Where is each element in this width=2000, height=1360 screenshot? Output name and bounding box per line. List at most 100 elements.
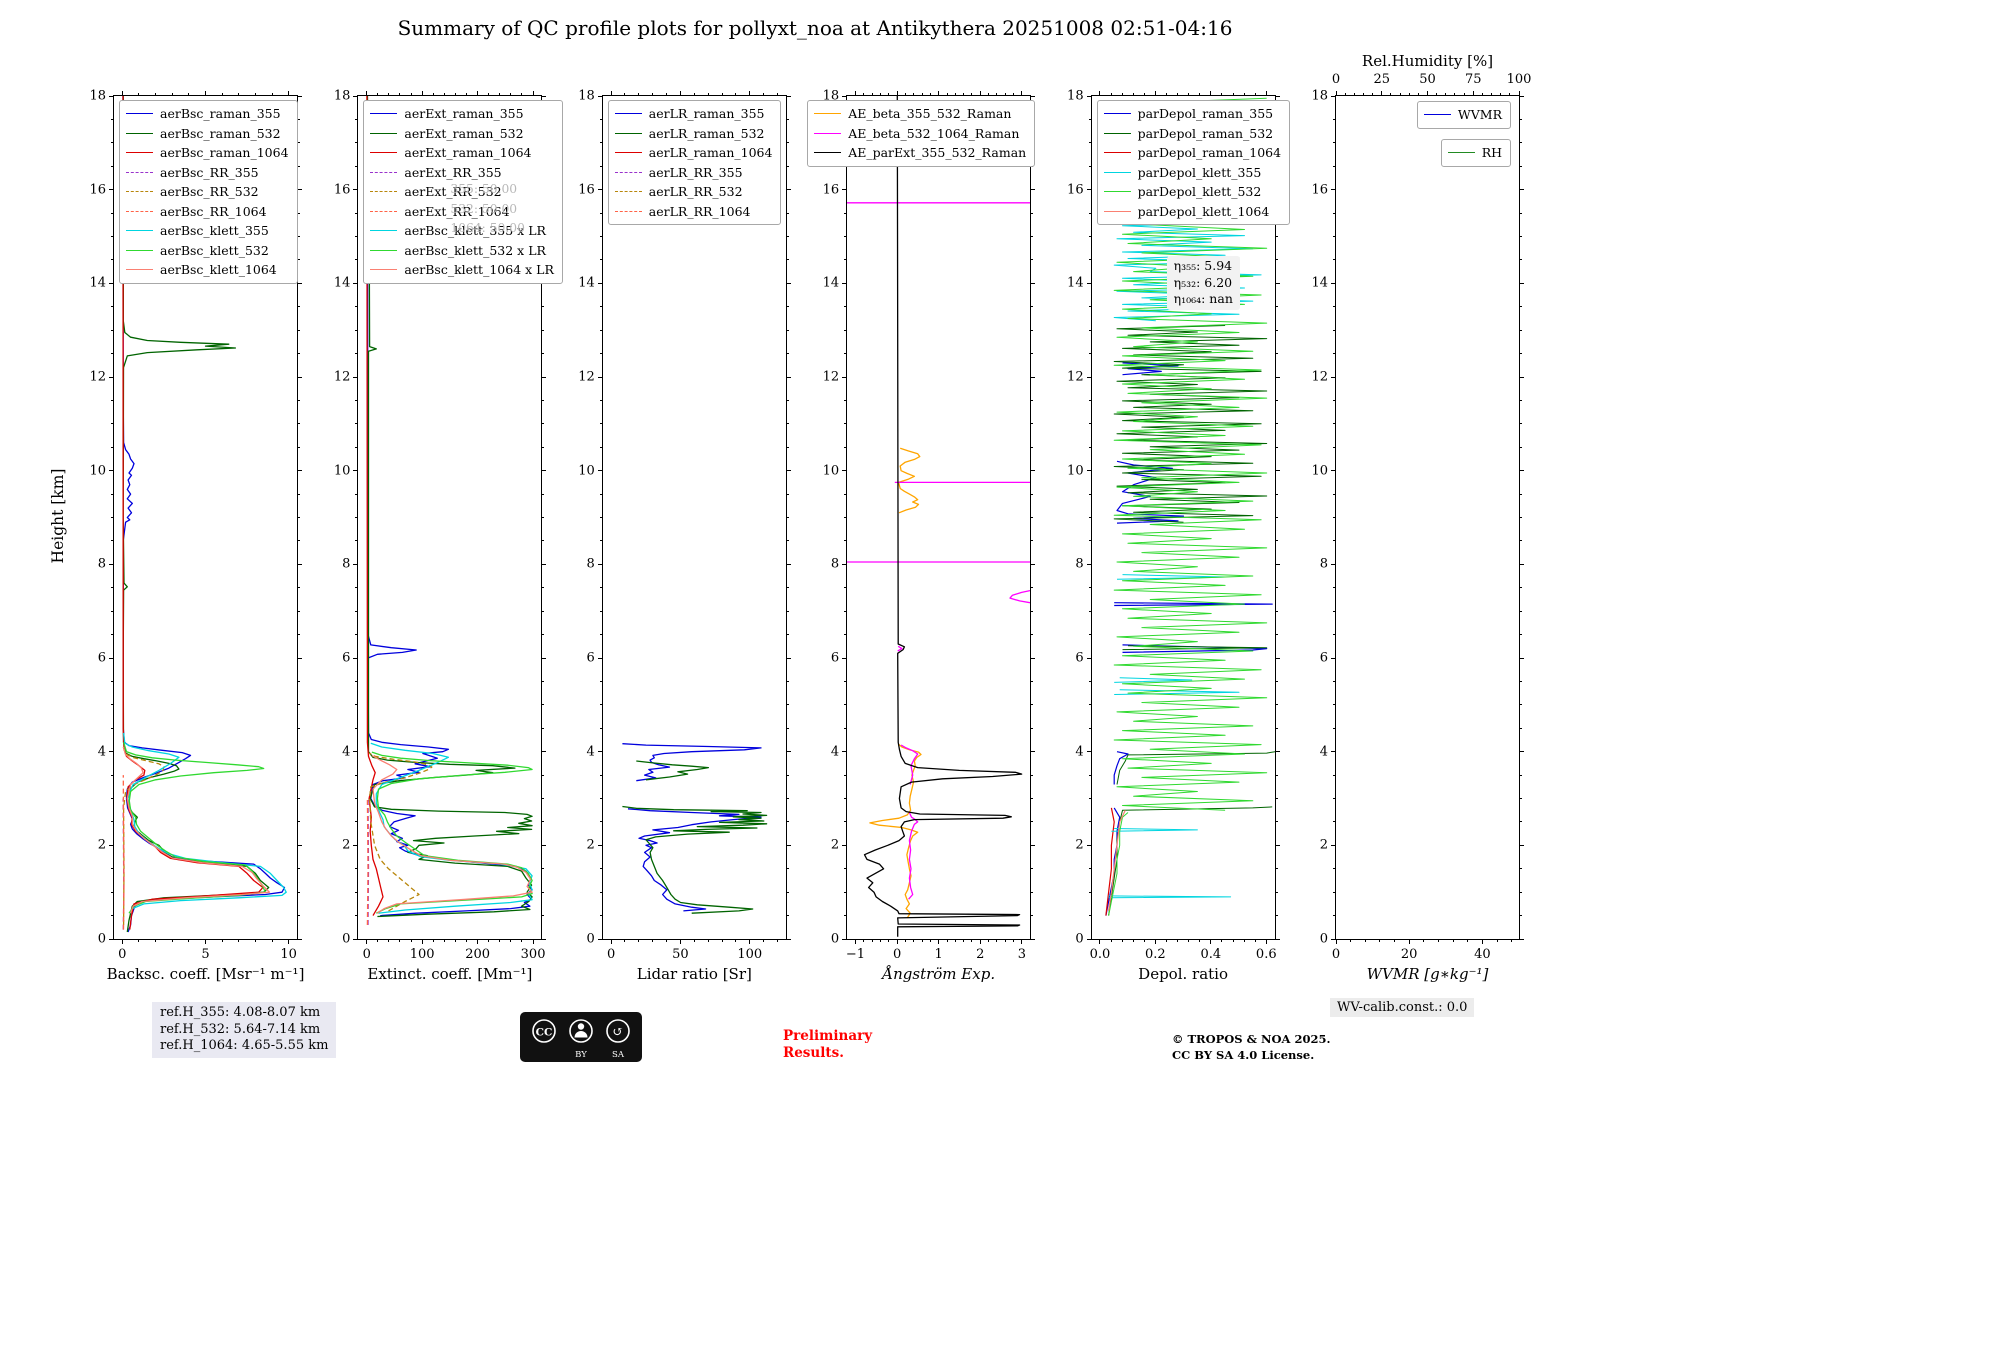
tick-mark bbox=[1030, 95, 1036, 97]
tick-mark bbox=[763, 93, 765, 96]
legend-entry: parDepol_klett_355 bbox=[1103, 163, 1281, 183]
series-aerBsc_klett_532 bbox=[122, 742, 267, 914]
tick-mark bbox=[996, 939, 998, 942]
series-parDepol_raman_532 bbox=[1107, 806, 1272, 916]
legend-angstroem: AE_beta_355_532_Raman AE_beta_532_1064_Ra… bbox=[807, 100, 1036, 167]
tick-mark bbox=[1004, 939, 1006, 942]
y-tick-label: 2 bbox=[342, 837, 351, 853]
legend-label: aerExt_raman_532 bbox=[404, 125, 524, 141]
annotation: η₃₅₅: 5.94 η₅₃₂: 6.20 η₁₀₆₄: nan bbox=[1166, 256, 1240, 310]
tick-mark bbox=[597, 938, 603, 940]
tick-mark bbox=[652, 939, 654, 942]
legend-label: aerExt_RR_355 bbox=[404, 164, 502, 180]
y-tick-label: 10 bbox=[822, 463, 840, 479]
tick-mark bbox=[111, 446, 114, 448]
tick-mark bbox=[188, 939, 190, 942]
tick-mark bbox=[1177, 939, 1179, 942]
tick-mark bbox=[785, 142, 789, 144]
tick-mark bbox=[1511, 939, 1513, 942]
legend-label: aerBsc_RR_355 bbox=[160, 164, 259, 180]
tick-mark bbox=[355, 704, 359, 706]
tick-mark bbox=[410, 939, 412, 942]
tick-mark bbox=[721, 939, 723, 942]
tick-mark bbox=[1496, 939, 1498, 942]
tick-mark bbox=[1030, 915, 1034, 917]
y-tick-label: 16 bbox=[89, 182, 106, 198]
tick-mark bbox=[1333, 727, 1336, 729]
tick-mark bbox=[1088, 399, 1092, 401]
tick-mark bbox=[1021, 91, 1023, 96]
legend-line-sample bbox=[370, 269, 398, 271]
tick-mark bbox=[785, 704, 789, 706]
legend-line-sample bbox=[614, 171, 642, 173]
tick-mark bbox=[1333, 540, 1336, 542]
tick-mark bbox=[355, 540, 359, 542]
y-tick-label: 6 bbox=[342, 650, 351, 666]
series-aerBsc_klett_1064 x LR bbox=[371, 754, 534, 914]
tick-mark bbox=[599, 891, 603, 893]
tick-mark bbox=[111, 259, 114, 261]
legend-wvmr: RH bbox=[1440, 139, 1511, 167]
legend-line-sample bbox=[370, 191, 398, 193]
series-parDepol_raman_355 bbox=[1104, 807, 1120, 916]
top-tick-label: 50 bbox=[1419, 72, 1436, 87]
legend-entry: parDepol_klett_1064 bbox=[1103, 202, 1281, 222]
tick-mark bbox=[1519, 938, 1524, 940]
tick-mark bbox=[1088, 212, 1092, 214]
y-tick-label: 8 bbox=[1075, 556, 1084, 572]
tick-mark bbox=[1408, 939, 1410, 944]
legend-entry: aerExt_RR_1064 bbox=[370, 202, 553, 222]
tick-mark bbox=[679, 939, 681, 944]
tick-mark bbox=[624, 939, 626, 942]
series-aerBsc_raman_355 bbox=[122, 96, 286, 933]
tick-mark bbox=[1519, 165, 1522, 167]
tick-mark bbox=[297, 657, 302, 659]
tick-mark bbox=[1210, 91, 1212, 96]
legend-line-sample bbox=[1103, 132, 1131, 134]
tick-mark bbox=[297, 259, 300, 261]
tick-mark bbox=[1333, 212, 1336, 214]
legend-entry: parDepol_raman_355 bbox=[1103, 104, 1281, 124]
y-tick-label: 8 bbox=[97, 556, 106, 572]
tick-mark bbox=[1254, 93, 1256, 96]
tick-mark bbox=[355, 891, 359, 893]
tick-mark bbox=[1331, 563, 1336, 565]
y-tick-label: 6 bbox=[586, 650, 595, 666]
y-tick-label: 0 bbox=[830, 931, 840, 947]
tick-mark bbox=[353, 282, 359, 284]
tick-mark bbox=[1274, 680, 1278, 682]
tick-mark bbox=[111, 610, 114, 612]
preliminary-line-1: Preliminary bbox=[783, 1028, 873, 1044]
legend-label: aerExt_raman_1064 bbox=[404, 145, 532, 161]
tick-mark bbox=[288, 91, 290, 96]
tick-mark bbox=[1333, 259, 1336, 261]
tick-mark bbox=[1333, 399, 1336, 401]
tick-mark bbox=[355, 727, 359, 729]
tick-mark bbox=[1099, 91, 1101, 96]
tick-mark bbox=[1121, 93, 1123, 96]
tick-mark bbox=[1110, 939, 1112, 942]
tick-mark bbox=[1088, 142, 1092, 144]
tick-mark bbox=[297, 821, 300, 823]
tick-mark bbox=[221, 93, 223, 96]
annotation-line: η₁₀₆₄: nan bbox=[1173, 291, 1233, 306]
tick-mark bbox=[355, 868, 359, 870]
wv-calib-constant: WV-calib.const.: 0.0 bbox=[1330, 998, 1475, 1017]
tick-mark bbox=[111, 704, 114, 706]
tick-mark bbox=[1132, 939, 1134, 942]
tick-mark bbox=[1333, 821, 1336, 823]
legend-label: aerExt_raman_355 bbox=[404, 106, 524, 122]
x-tick-label: 20 bbox=[1400, 947, 1418, 962]
tick-mark bbox=[597, 657, 603, 659]
tick-mark bbox=[599, 306, 603, 308]
tick-mark bbox=[1165, 939, 1167, 942]
tick-mark bbox=[1088, 891, 1092, 893]
tick-mark bbox=[1265, 91, 1267, 96]
tick-mark bbox=[1519, 540, 1522, 542]
tick-mark bbox=[1372, 93, 1374, 96]
tick-mark bbox=[896, 939, 898, 944]
tick-mark bbox=[1030, 563, 1036, 565]
y-tick-label: 4 bbox=[586, 744, 595, 760]
tick-mark bbox=[521, 93, 523, 96]
legend-label: aerBsc_RR_1064 bbox=[160, 203, 267, 219]
